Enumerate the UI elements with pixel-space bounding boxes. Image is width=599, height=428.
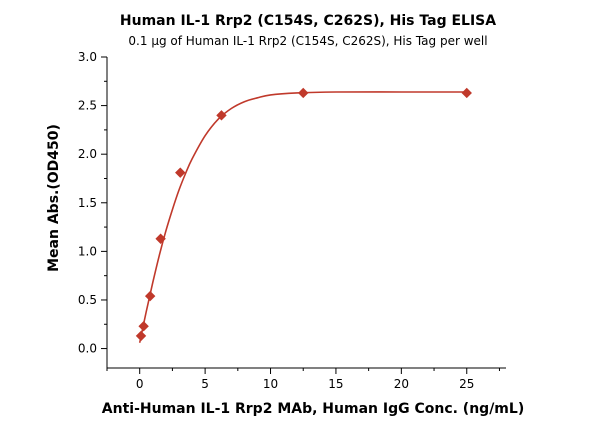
fit-curve-line	[138, 91, 467, 343]
plot-area: 0 5 10 15 20 25 0.0 0.5 1.0 1.5 2.0 2.5 3.0	[78, 50, 506, 391]
y-tick-label: 2.5	[78, 99, 97, 113]
y-axis-ticks: 0.0 0.5 1.0 1.5 2.0 2.5 3.0	[78, 50, 107, 356]
data-point-marker	[155, 233, 166, 244]
y-tick-label: 0.0	[78, 342, 97, 356]
x-axis-label: Anti-Human IL-1 Rrp2 MAb, Human IgG Conc…	[102, 401, 524, 417]
y-tick-label: 3.0	[78, 50, 97, 64]
data-point-marker	[135, 330, 147, 342]
y-tick-label: 1.5	[78, 196, 97, 210]
data-point-marker	[298, 87, 309, 99]
y-tick-label: 1.0	[78, 244, 97, 258]
x-tick-label: 15	[328, 377, 343, 391]
x-tick-label: 0	[136, 377, 144, 391]
y-tick-label: 0.5	[78, 293, 97, 307]
data-point-marker	[175, 167, 186, 178]
x-tick-label: 25	[459, 377, 474, 391]
data-point-marker	[461, 87, 472, 99]
data-points	[135, 87, 472, 342]
x-tick-label: 5	[201, 377, 209, 391]
data-point-marker	[216, 110, 227, 121]
y-axis-label: Mean Abs.(OD450)	[46, 124, 62, 272]
data-point-marker	[138, 321, 149, 332]
chart-subtitle: 0.1 μg of Human IL-1 Rrp2 (C154S, C262S)…	[128, 34, 487, 48]
chart-title: Human IL-1 Rrp2 (C154S, C262S), His Tag …	[120, 13, 496, 29]
x-axis-ticks: 0 5 10 15 20 25	[106, 368, 500, 391]
y-tick-label: 2.0	[78, 147, 97, 161]
x-tick-label: 20	[394, 377, 409, 391]
data-point-marker	[144, 290, 156, 302]
x-tick-label: 10	[263, 377, 278, 391]
